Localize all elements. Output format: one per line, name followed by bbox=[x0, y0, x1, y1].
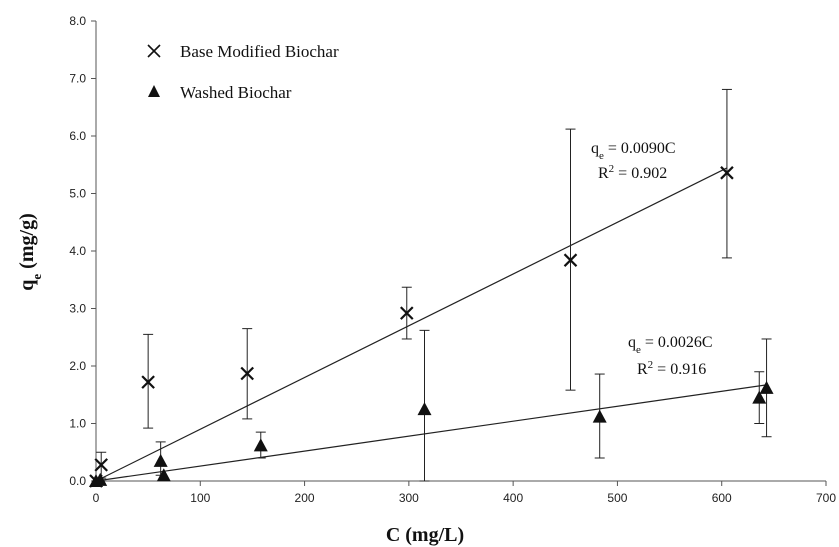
data-point-base-modified bbox=[720, 166, 734, 180]
data-marks bbox=[89, 88, 774, 488]
legend-label-base-modified: Base Modified Biochar bbox=[180, 42, 339, 61]
data-point-base-modified bbox=[141, 375, 155, 389]
x-mark-stroke bbox=[141, 375, 155, 389]
data-point-washed bbox=[417, 402, 432, 416]
legend: Base Modified Biochar Washed Biochar bbox=[147, 42, 339, 102]
data-point-washed bbox=[592, 409, 607, 423]
x-tick-label: 700 bbox=[816, 491, 836, 505]
x-tick-label: 100 bbox=[190, 491, 210, 505]
y-tick-label: 0.0 bbox=[69, 474, 86, 488]
x-tick-label: 500 bbox=[607, 491, 627, 505]
x-tick-label: 400 bbox=[503, 491, 523, 505]
x-mark-stroke bbox=[563, 253, 578, 267]
x-mark-stroke bbox=[240, 366, 254, 381]
y-tick-label: 4.0 bbox=[69, 244, 86, 258]
legend-marker-triangle-icon bbox=[148, 85, 160, 97]
data-point-base-modified bbox=[399, 306, 414, 320]
equation-base-modified: qe = 0.0090C R2 = 0.902 bbox=[591, 140, 676, 182]
x-mark-stroke bbox=[720, 166, 734, 180]
x-tick-label: 600 bbox=[712, 491, 732, 505]
equation-text-washed: qe = 0.0026C bbox=[628, 334, 713, 356]
y-tick-label: 5.0 bbox=[69, 187, 86, 201]
y-tick-label: 6.0 bbox=[69, 129, 86, 143]
x-mark-stroke bbox=[94, 458, 108, 472]
legend-label-washed: Washed Biochar bbox=[180, 83, 292, 102]
y-tick-label: 7.0 bbox=[69, 72, 86, 86]
x-tick-label: 300 bbox=[399, 491, 419, 505]
fit-lines bbox=[95, 167, 767, 482]
y-tick-label: 3.0 bbox=[69, 302, 86, 316]
x-axis-title: C (mg/L) bbox=[386, 524, 464, 546]
x-mark-stroke bbox=[399, 306, 414, 320]
data-point-washed bbox=[156, 468, 171, 482]
y-tick-label: 8.0 bbox=[69, 14, 86, 28]
legend-marker-x-icon bbox=[147, 44, 161, 58]
data-point-base-modified bbox=[94, 458, 108, 472]
data-point-washed bbox=[153, 453, 168, 467]
x-tick-label: 0 bbox=[93, 491, 100, 505]
y-axis-title: qe (mg/g) bbox=[16, 213, 44, 290]
data-point-base-modified bbox=[240, 366, 254, 381]
fit-line-base-modified bbox=[95, 167, 728, 482]
data-point-washed bbox=[759, 380, 774, 394]
x-tick-label: 200 bbox=[295, 491, 315, 505]
y-tick-label: 2.0 bbox=[69, 359, 86, 373]
data-point-base-modified bbox=[563, 253, 578, 267]
r2-text-washed: R2 = 0.916 bbox=[637, 359, 706, 378]
y-tick-label: 1.0 bbox=[69, 417, 86, 431]
axes: 0.0 1.0 2.0 3.0 4.0 5.0 6.0 7.0 8.0 0 100 200 300 400… bbox=[69, 14, 836, 505]
equation-washed: qe = 0.0026C R2 = 0.916 bbox=[628, 334, 713, 378]
data-point-washed bbox=[253, 438, 268, 452]
fit-line-washed bbox=[95, 384, 767, 482]
data-point-washed bbox=[93, 472, 108, 486]
equation-text-base-modified: qe = 0.0090C bbox=[591, 140, 676, 162]
data-point-washed bbox=[752, 390, 767, 404]
r2-text-base-modified: R2 = 0.902 bbox=[598, 163, 667, 182]
